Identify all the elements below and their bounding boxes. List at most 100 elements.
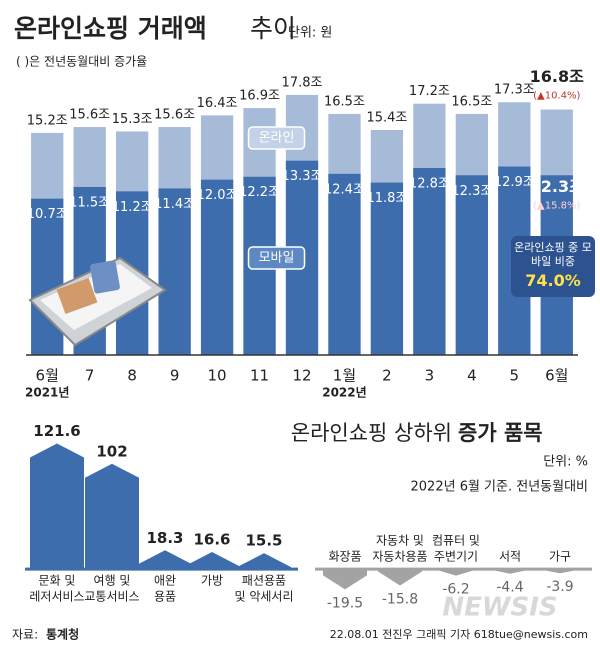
category-label: 컴퓨터 및	[432, 534, 480, 548]
increase-arrow	[85, 463, 139, 570]
value-label: 102	[96, 442, 127, 460]
chart-title-emphasis: 증가 품목	[458, 421, 543, 445]
increase-arrow	[237, 553, 291, 570]
decrease-arrow	[323, 569, 367, 590]
decrease-arrow	[488, 569, 532, 574]
x-tick-label: 11	[250, 367, 269, 385]
mobile-value-label: 11.8조	[366, 191, 407, 206]
chart-title: 온라인쇼핑 거래액	[14, 14, 207, 43]
online-value-label: 15.4조	[366, 110, 407, 125]
mobile-value-label: 12.2조	[239, 185, 280, 200]
mobile-value-label: 13.3조	[282, 169, 323, 184]
share-label: 온라인쇼핑 중 모바일 비중	[514, 241, 592, 268]
value-label: -6.2	[442, 582, 469, 598]
increase-arrow	[185, 552, 239, 570]
category-label: 자동차 및	[376, 534, 424, 548]
x-tick-label: 9	[170, 367, 180, 385]
share-callout: 온라인쇼핑 중 모바일 비중 74.0%	[511, 236, 595, 297]
x-tick-label: 12	[292, 367, 311, 385]
online-value-label: 16.5조	[451, 94, 492, 109]
category-label: 및 악세서리	[234, 590, 293, 604]
mobile-value-label: 12.4조	[324, 182, 365, 197]
increase-arrow	[30, 443, 84, 570]
mobile-value-label: 10.7조	[27, 207, 68, 222]
category-label: 자동차용품	[372, 550, 427, 564]
year-label: 2022년	[322, 386, 366, 400]
category-label: 화장품	[328, 550, 361, 564]
x-tick-label: 5	[510, 367, 520, 385]
phone-illustration	[28, 256, 167, 347]
category-label: 가방	[201, 574, 223, 588]
decrease-arrow	[538, 569, 582, 574]
mobile-bar	[328, 173, 361, 355]
category-label: 레저서비스	[29, 590, 84, 604]
legend-label: 온라인	[259, 131, 295, 146]
legend-box	[247, 246, 306, 270]
source-label: 자료:	[12, 628, 38, 642]
category-label: 용품	[154, 590, 176, 604]
online-value-label: 16.9조	[239, 89, 280, 104]
mobile-bar	[455, 175, 488, 355]
mobile-value-label: 12.3조	[451, 184, 492, 199]
online-value-label: 16.4조	[197, 96, 238, 111]
decrease-arrow	[434, 569, 478, 576]
year-label: 2021년	[25, 386, 69, 400]
legend-box	[247, 126, 306, 150]
mobile-value-label: 12.8조	[409, 176, 450, 191]
x-tick-label: 4	[467, 367, 477, 385]
category-label: 여행 및	[94, 573, 131, 588]
category-label: 교통서비스	[84, 590, 139, 604]
online-value-label: 17.2조	[409, 84, 450, 99]
increase-arrow	[138, 550, 192, 570]
legend-label: 모바일	[259, 251, 295, 266]
value-label: 121.6	[33, 422, 80, 440]
note: 2022년 6월 기준. 전년동월대비	[411, 480, 588, 495]
value-label: 18.3	[146, 529, 183, 547]
credit: 22.08.01 전진우 그래픽 기자 618tue@newsis.com	[330, 628, 588, 641]
mobile-bar	[370, 182, 404, 355]
unit: 단위: 원	[288, 26, 332, 41]
online-value-label: 16.5조	[324, 94, 365, 109]
mobile-growth: (▲15.8%)	[533, 200, 580, 211]
value-label: 16.6	[193, 531, 230, 549]
online-value-label: 15.3조	[112, 112, 153, 127]
mobile-value-label: 11.4조	[154, 197, 195, 212]
mobile-value-label: 12.9조	[494, 175, 535, 190]
value-label: 15.5	[245, 532, 282, 550]
mobile-bar	[158, 188, 191, 355]
x-tick-label: 6월	[545, 367, 568, 385]
online-value-label: 16.8조	[530, 67, 584, 86]
category-label: 서적	[499, 550, 521, 564]
x-tick-label: 8	[127, 367, 137, 385]
x-tick-label: 1월	[333, 367, 356, 385]
category-label: 애완	[154, 574, 176, 588]
mobile-value-label: 11.2조	[112, 200, 153, 215]
online-value-label: 15.6조	[69, 108, 110, 123]
category-label: 패션용품	[242, 574, 286, 588]
mobile-bar	[413, 167, 446, 355]
value-label: -15.8	[382, 591, 418, 607]
category-label: 가구	[549, 550, 571, 564]
value-label: -3.9	[546, 579, 573, 595]
online-growth: (▲10.4%)	[533, 91, 580, 102]
mobile-value-label: 12.3조	[530, 177, 584, 196]
decrease-arrow	[378, 569, 422, 586]
online-value-label: 15.2조	[27, 113, 68, 128]
mobile-bar	[200, 179, 234, 355]
x-tick-label: 3	[425, 367, 435, 385]
watermark: NEWSIS	[442, 593, 557, 623]
online-value-label: 15.6조	[154, 108, 195, 123]
chart-title-suffix: 추이	[250, 14, 296, 43]
mobile-value-label: 11.5조	[69, 195, 110, 210]
subtitle: ( )은 전년동월대비 증가율	[16, 55, 147, 69]
unit: 단위: %	[543, 455, 588, 470]
x-tick-label: 2	[382, 367, 392, 385]
value-label: -4.4	[496, 580, 523, 596]
category-label: 문화 및	[39, 574, 76, 588]
x-tick-label: 6월	[36, 367, 59, 385]
x-tick-label: 7	[85, 367, 95, 385]
chart-title: 온라인쇼핑 상하위	[291, 421, 452, 445]
share-value: 74.0%	[525, 271, 581, 290]
